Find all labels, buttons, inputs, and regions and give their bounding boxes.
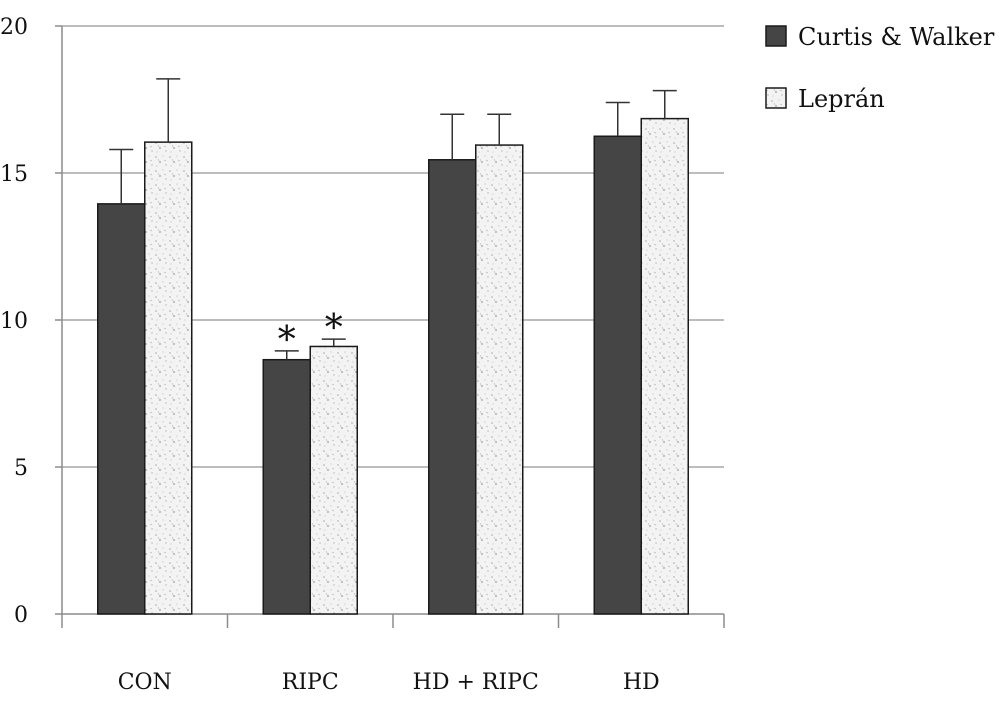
bar xyxy=(593,135,642,615)
legend-swatch xyxy=(765,87,787,109)
legend-swatch xyxy=(765,25,787,47)
bar xyxy=(262,358,311,615)
y-tick-label: 10 xyxy=(0,309,28,334)
y-tick-label: 20 xyxy=(0,15,28,40)
legend-label: Leprán xyxy=(798,85,885,113)
bar xyxy=(475,144,524,615)
significance-marker: * xyxy=(278,320,296,361)
legend-label: Curtis & Walker xyxy=(798,23,995,51)
y-tick-label: 0 xyxy=(14,603,28,628)
bar xyxy=(144,141,193,615)
y-tick-label: 15 xyxy=(0,162,28,187)
bars xyxy=(97,78,689,615)
x-tick-label: CON xyxy=(118,670,172,695)
significance-marker: * xyxy=(325,308,343,349)
y-tick-label: 5 xyxy=(14,456,28,481)
legend: Curtis & Walker Leprán xyxy=(765,23,995,113)
labels: 0 5 10 15 20 CON * * RIPC HD + RIPC HD xyxy=(0,15,660,695)
x-tick-label: HD + RIPC xyxy=(413,670,539,695)
x-tick-label: RIPC xyxy=(282,670,339,695)
bar xyxy=(428,159,477,615)
bar xyxy=(309,345,358,615)
bar xyxy=(640,117,689,615)
bar xyxy=(97,203,146,615)
x-tick-label: HD xyxy=(623,670,660,695)
